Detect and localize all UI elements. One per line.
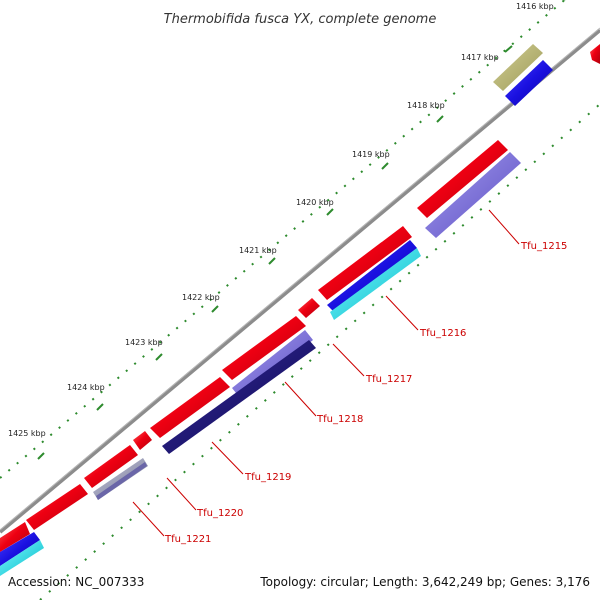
gene-label-tfu1219[interactable]: Tfu_1219 <box>244 472 291 483</box>
tick-mark-1417 <box>504 45 513 53</box>
tick-labels: 1416 kbp 1417 kbp 1418 kbp 1419 kbp 1420… <box>8 2 554 438</box>
leader-tfu1221 <box>132 501 165 537</box>
tick-label-1422: 1422 kbp <box>182 293 220 302</box>
tick-label-1418: 1418 kbp <box>407 101 445 110</box>
gene-forward-tfu1220[interactable] <box>84 445 138 488</box>
gene-rna-olive[interactable] <box>493 44 543 91</box>
gene-reverse-blue-top[interactable] <box>505 60 553 106</box>
genome-backbone <box>0 28 600 534</box>
genome-backbone-highlight <box>0 27 600 531</box>
leader-tfu1220 <box>166 477 197 511</box>
tick-label-1420: 1420 kbp <box>296 198 334 207</box>
gene-forward-partial-bottom[interactable] <box>0 522 30 552</box>
gene-label-tfu1221[interactable]: Tfu_1221 <box>164 534 211 545</box>
major-ticks <box>37 0 566 460</box>
cds-tfu1219[interactable] <box>162 340 316 454</box>
cds-tfu1215[interactable] <box>425 152 521 238</box>
leader-tfu1218 <box>284 381 317 417</box>
genome-summary-text: Topology: circular; Length: 3,642,249 bp… <box>259 575 590 589</box>
forward-genes <box>0 44 600 552</box>
gene-forward-tfu1219[interactable] <box>150 377 230 438</box>
tick-label-1425: 1425 kbp <box>8 429 46 438</box>
tick-mark-1423 <box>155 353 163 361</box>
cds-tfu1220-stripe <box>96 462 147 500</box>
leader-tfu1217 <box>332 343 365 377</box>
map-title: Thermobifida fusca YX, complete genome <box>164 12 437 27</box>
gene-label-tfu1218[interactable]: Tfu_1218 <box>316 414 363 425</box>
inner-dotted-axis <box>39 103 600 600</box>
gene-label-tfu1220[interactable]: Tfu_1220 <box>196 508 243 519</box>
gene-forward-tfu1216[interactable] <box>318 226 412 300</box>
label-leaders <box>132 209 520 537</box>
cds-cyan-1221[interactable] <box>0 540 44 576</box>
leader-tfu1216 <box>385 295 419 331</box>
gene-forward-tfu1218[interactable] <box>222 316 306 380</box>
tick-mark-1419 <box>381 162 389 170</box>
gene-forward-tfu1215[interactable] <box>417 140 508 218</box>
tick-label-1419: 1419 kbp <box>352 150 390 159</box>
tick-label-1421: 1421 kbp <box>239 246 277 255</box>
gene-labels: Tfu_1215 Tfu_1216 Tfu_1217 Tfu_1218 Tfu_… <box>164 241 567 545</box>
gene-label-tfu1217[interactable]: Tfu_1217 <box>365 374 412 385</box>
accession-text: Accession: NC_007333 <box>8 575 144 589</box>
gene-forward-small-1217[interactable] <box>298 298 320 318</box>
reverse-genes <box>0 60 553 576</box>
tick-label-1423: 1423 kbp <box>125 338 163 347</box>
tick-mark-1418 <box>436 115 444 123</box>
tick-label-1417: 1417 kbp <box>461 53 499 62</box>
tick-label-1416: 1416 kbp <box>516 2 554 11</box>
gene-label-tfu1215[interactable]: Tfu_1215 <box>520 241 567 252</box>
gene-forward-tfu1221[interactable] <box>26 484 88 530</box>
cds-cyan-1216[interactable] <box>330 248 421 320</box>
tick-mark-1425 <box>37 452 45 460</box>
gene-reverse-blue-1221[interactable] <box>0 532 40 566</box>
gene-reverse-blue-1216[interactable] <box>327 240 417 312</box>
gene-label-tfu1216[interactable]: Tfu_1216 <box>419 328 466 339</box>
tick-mark-1424 <box>96 403 104 411</box>
tick-mark-1421 <box>268 257 276 265</box>
tick-mark-1422 <box>211 305 219 313</box>
leader-tfu1215 <box>488 209 520 245</box>
gene-forward-small-1220[interactable] <box>133 431 152 450</box>
leader-tfu1219 <box>211 441 244 475</box>
tick-label-1424: 1424 kbp <box>67 383 105 392</box>
gene-forward-partial-top[interactable] <box>590 44 600 64</box>
tick-mark-1420 <box>326 208 334 216</box>
